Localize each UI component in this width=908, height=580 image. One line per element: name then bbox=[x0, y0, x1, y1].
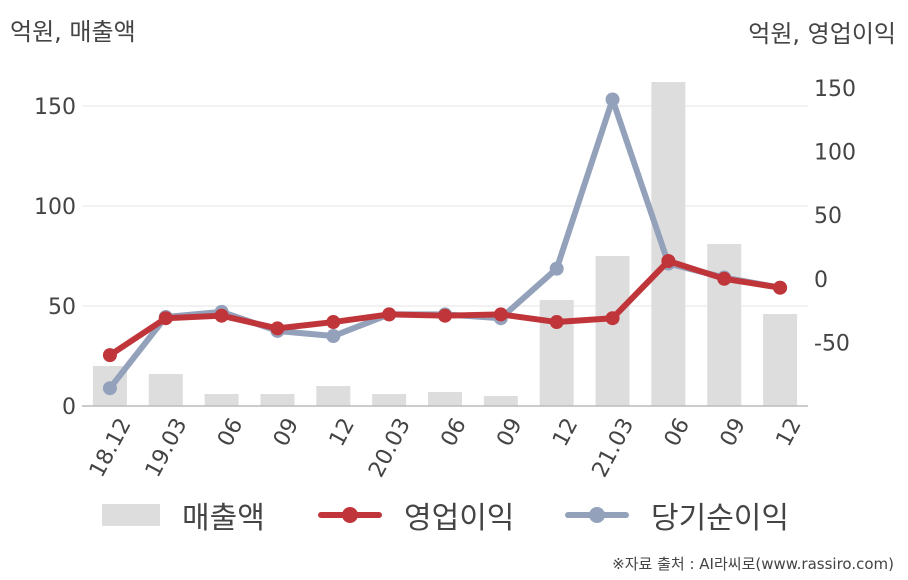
operating-profit-point bbox=[661, 253, 676, 268]
operating-profit-point bbox=[270, 321, 285, 336]
left-tick-label: 0 bbox=[62, 395, 76, 420]
x-tick-label: 19.03 bbox=[141, 414, 193, 481]
legend-item-net: 당기순이익 bbox=[565, 495, 789, 536]
revenue-bars bbox=[92, 82, 798, 406]
y-tick-labels: 0 50 100 150 -50 0 50 100 150 bbox=[34, 77, 856, 420]
right-tick-label: 50 bbox=[814, 204, 842, 229]
x-tick-label: 20.03 bbox=[364, 414, 416, 481]
operating-profit-point bbox=[382, 307, 397, 322]
revenue-bar bbox=[260, 394, 295, 406]
x-tick-label: 12 bbox=[548, 414, 583, 450]
legend: 매출액 영업이익 당기순이익 bbox=[0, 495, 908, 536]
operating-profit-point bbox=[773, 280, 788, 295]
operating-profit-point bbox=[438, 308, 452, 323]
legend-label-net: 당기순이익 bbox=[651, 501, 789, 536]
x-tick-label: 06 bbox=[213, 414, 248, 450]
right-tick-label: 0 bbox=[814, 268, 828, 293]
right-tick-label: 100 bbox=[814, 141, 856, 166]
x-tick-label: 09 bbox=[269, 414, 304, 450]
legend-label-operating: 영업이익 bbox=[404, 501, 515, 536]
legend-item-operating: 영업이익 bbox=[318, 495, 515, 536]
legend-label-revenue: 매출액 bbox=[182, 501, 265, 536]
net-income-point bbox=[326, 329, 341, 344]
operating-profit-point bbox=[605, 311, 620, 326]
revenue-bar bbox=[372, 394, 407, 406]
net-income-point bbox=[102, 381, 117, 396]
operating-profit-point bbox=[214, 308, 229, 323]
revenue-bar bbox=[763, 314, 798, 406]
revenue-bar bbox=[707, 244, 742, 406]
operating-profit-point bbox=[493, 307, 508, 322]
operating-profit-point bbox=[102, 348, 117, 363]
operating-profit-point bbox=[549, 315, 564, 330]
revenue-bar bbox=[651, 82, 686, 406]
x-tick-label: 06 bbox=[437, 414, 472, 450]
left-tick-label: 100 bbox=[34, 195, 76, 220]
x-tick-label: 06 bbox=[660, 414, 695, 450]
operating-profit-point bbox=[326, 315, 341, 330]
right-axis-unit: 억원, 영업이익 bbox=[748, 20, 896, 48]
x-tick-label: 12 bbox=[325, 414, 360, 450]
left-tick-label: 150 bbox=[34, 95, 76, 120]
operating-profit-point bbox=[158, 311, 173, 326]
source-note: ※자료 출처 : AI라씨로(www.rassiro.com) bbox=[612, 555, 894, 573]
revenue-bar bbox=[428, 392, 462, 406]
right-tick-label: 150 bbox=[814, 77, 856, 102]
x-tick-label: 18.12 bbox=[85, 414, 137, 481]
operating-profit-point bbox=[717, 271, 732, 286]
x-tick-label: 12 bbox=[772, 414, 807, 450]
revenue-bar bbox=[483, 396, 518, 406]
x-tick-label: 09 bbox=[716, 414, 751, 450]
net-income-point bbox=[605, 92, 620, 107]
x-tick-label: 21.03 bbox=[588, 414, 640, 481]
legend-item-revenue: 매출액 bbox=[102, 495, 265, 536]
x-tick-labels: 18.12 19.03 06 09 12 20.03 06 09 12 21.03 06 09 12 bbox=[85, 414, 807, 481]
x-tick-label: 09 bbox=[492, 414, 527, 450]
left-axis-unit: 억원, 매출액 bbox=[10, 18, 136, 46]
right-tick-label: -50 bbox=[814, 331, 850, 356]
legend-swatch-operating bbox=[318, 504, 382, 526]
grid-lines bbox=[82, 105, 808, 307]
revenue-bar bbox=[595, 256, 630, 406]
net-income-point bbox=[549, 261, 564, 276]
revenue-bar bbox=[204, 394, 239, 406]
line-series bbox=[102, 92, 788, 396]
legend-swatch-net bbox=[565, 504, 629, 526]
revenue-bar bbox=[316, 386, 351, 406]
legend-swatch-revenue bbox=[102, 504, 160, 526]
revenue-bar bbox=[148, 374, 183, 406]
left-tick-label: 50 bbox=[48, 295, 76, 320]
